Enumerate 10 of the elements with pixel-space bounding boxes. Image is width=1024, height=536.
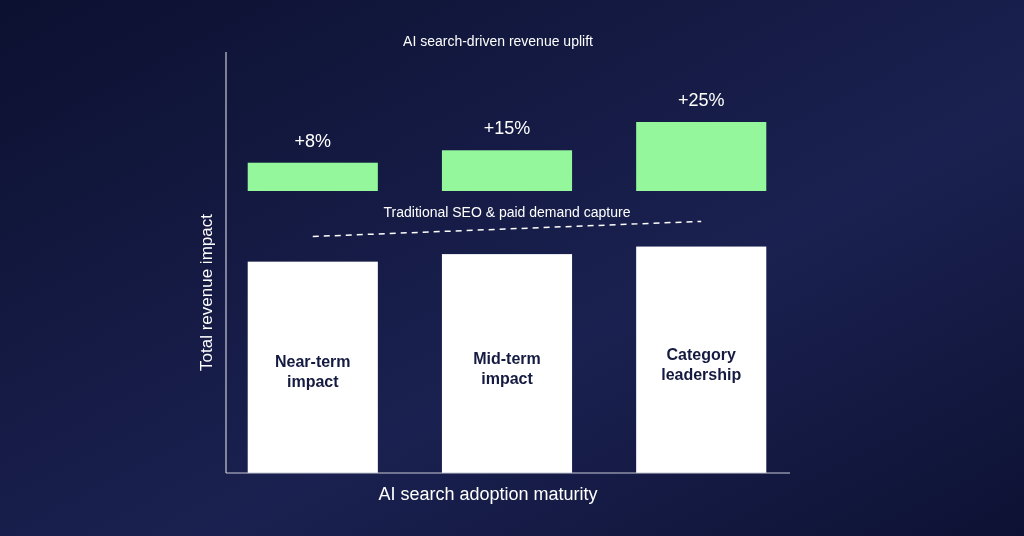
x-tick-label: Near-term impact — [274, 353, 351, 391]
annotation: +15% — [483, 118, 531, 139]
text: +25% — [677, 90, 725, 110]
x-tick-label: Mid-term impact — [473, 349, 541, 387]
annotation: +8% — [294, 130, 332, 151]
x-axis-title: AI search adoption maturity — [378, 484, 598, 504]
y-axis-title: Total revenue impact — [197, 213, 216, 371]
x-tick-label: Category leadership — [661, 345, 742, 383]
series-label: Traditional SEO & paid demand capture — [383, 203, 631, 220]
text: AI search-driven revenue uplift — [403, 33, 594, 49]
